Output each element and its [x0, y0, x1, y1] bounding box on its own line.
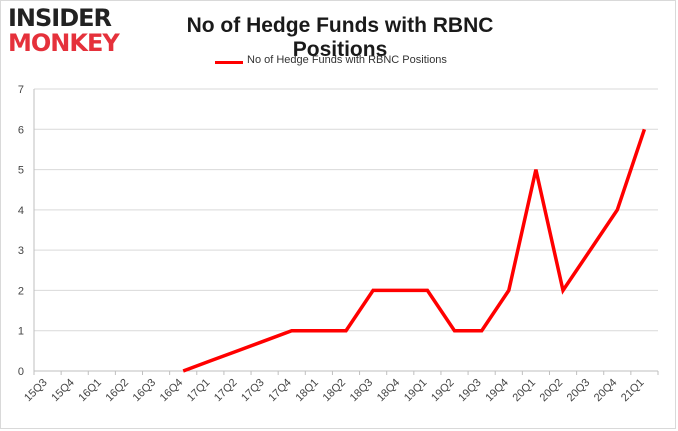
- x-tick-label: 17Q3: [239, 377, 267, 405]
- y-tick-label: 6: [18, 124, 24, 136]
- y-tick-label: 7: [18, 84, 24, 96]
- x-tick-label: 18Q1: [293, 377, 321, 405]
- y-tick-label: 5: [18, 165, 24, 177]
- logo-line-2: MONKEY: [8, 29, 120, 57]
- x-tick-label: 19Q2: [429, 377, 457, 405]
- y-tick-label: 0: [18, 366, 24, 378]
- x-tick-label: 20Q2: [538, 377, 566, 405]
- x-tick-label: 16Q1: [76, 377, 104, 405]
- x-tick-label: 15Q3: [22, 377, 50, 405]
- x-tick-label: 17Q2: [212, 377, 240, 405]
- x-tick-label: 17Q1: [185, 377, 213, 405]
- y-tick-label: 1: [18, 326, 24, 338]
- series-line-0: [182, 128, 647, 373]
- x-tick-label: 21Q1: [619, 377, 647, 405]
- legend-swatch: [215, 61, 243, 64]
- x-tick-label: 15Q4: [49, 377, 77, 405]
- chart-title: No of Hedge Funds with RBNC Positions: [186, 14, 494, 61]
- y-tick-label: 4: [18, 205, 24, 217]
- x-tick-label: 18Q4: [375, 377, 403, 405]
- y-tick-label: 3: [18, 245, 24, 257]
- x-tick-label: 20Q1: [511, 377, 539, 405]
- x-tick-label: 16Q2: [104, 377, 132, 405]
- insider-monkey-logo: INSIDER MONKEY: [8, 6, 128, 58]
- x-tick-label: 20Q4: [592, 377, 620, 405]
- x-tick-label: 17Q4: [266, 377, 294, 405]
- logo-line-1: INSIDER: [8, 4, 112, 32]
- legend-label: No of Hedge Funds with RBNC Positions: [247, 54, 447, 66]
- x-tick-label: 19Q1: [402, 377, 430, 405]
- x-tick-label: 19Q3: [456, 377, 484, 405]
- x-tick-label: 19Q4: [483, 377, 511, 405]
- y-tick-label: 2: [18, 285, 24, 297]
- x-tick-label: 18Q3: [348, 377, 376, 405]
- x-tick-label: 16Q4: [158, 377, 186, 405]
- x-tick-label: 20Q3: [565, 377, 593, 405]
- x-tick-label: 18Q2: [321, 377, 349, 405]
- x-tick-label: 16Q3: [131, 377, 159, 405]
